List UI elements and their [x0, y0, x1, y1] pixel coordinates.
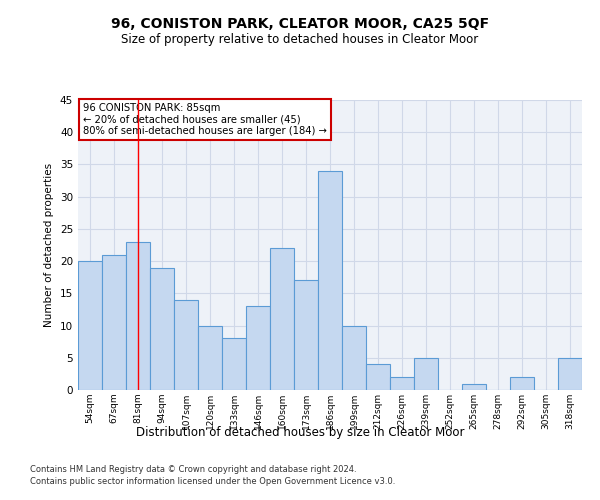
Y-axis label: Number of detached properties: Number of detached properties — [44, 163, 55, 327]
Bar — [270, 248, 294, 390]
Bar — [462, 384, 486, 390]
Bar — [390, 377, 414, 390]
Bar — [366, 364, 390, 390]
Bar — [126, 242, 150, 390]
Bar — [318, 171, 342, 390]
Bar — [174, 300, 198, 390]
Bar — [102, 254, 126, 390]
Bar — [150, 268, 174, 390]
Bar — [294, 280, 318, 390]
Text: 96 CONISTON PARK: 85sqm
← 20% of detached houses are smaller (45)
80% of semi-de: 96 CONISTON PARK: 85sqm ← 20% of detache… — [83, 103, 327, 136]
Text: Contains HM Land Registry data © Crown copyright and database right 2024.: Contains HM Land Registry data © Crown c… — [30, 466, 356, 474]
Text: Size of property relative to detached houses in Cleator Moor: Size of property relative to detached ho… — [121, 32, 479, 46]
Bar — [414, 358, 438, 390]
Text: Distribution of detached houses by size in Cleator Moor: Distribution of detached houses by size … — [136, 426, 464, 439]
Bar — [558, 358, 582, 390]
Bar — [246, 306, 270, 390]
Bar — [342, 326, 366, 390]
Bar — [78, 261, 102, 390]
Bar — [198, 326, 222, 390]
Text: Contains public sector information licensed under the Open Government Licence v3: Contains public sector information licen… — [30, 477, 395, 486]
Text: 96, CONISTON PARK, CLEATOR MOOR, CA25 5QF: 96, CONISTON PARK, CLEATOR MOOR, CA25 5Q… — [111, 18, 489, 32]
Bar — [222, 338, 246, 390]
Bar — [510, 377, 534, 390]
